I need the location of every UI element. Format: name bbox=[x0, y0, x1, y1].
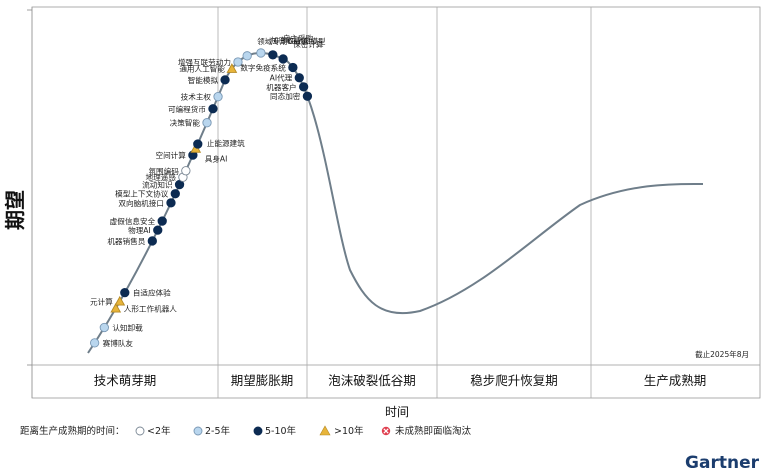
legend-label-obsolete: 未成熟即面临淘汰 bbox=[395, 425, 472, 437]
technology-label: 地理遥感 bbox=[146, 172, 177, 182]
legend-marker-obsolete bbox=[381, 426, 391, 436]
technology-label: 元计算 bbox=[90, 296, 113, 306]
technology-label: 智能模拟 bbox=[188, 75, 219, 85]
plot-frame bbox=[31, 6, 761, 399]
gartner-logo: Gartner bbox=[685, 453, 760, 473]
technology-marker bbox=[193, 139, 203, 149]
legend-marker-5to10 bbox=[253, 426, 263, 436]
technology-label: 赛博队友 bbox=[103, 338, 134, 348]
technology-marker bbox=[298, 82, 309, 92]
technology-label: 模型上下文协议 bbox=[115, 189, 169, 199]
technology-marker bbox=[114, 295, 126, 306]
technology-label: 通用人工智能 bbox=[179, 64, 225, 74]
technology-marker bbox=[242, 51, 252, 61]
technology-label: 决策智能 bbox=[170, 118, 201, 128]
technology-marker bbox=[99, 322, 109, 333]
technology-label: AI代理 bbox=[270, 73, 293, 83]
legend: 距离生产成熟期的时间： <2年 2-5年 5-10年 >10年 未成熟即面临淘汰 bbox=[20, 425, 472, 437]
technology-label: 虚假信息安全 bbox=[110, 216, 156, 226]
legend-title: 距离生产成熟期的时间： bbox=[20, 425, 125, 437]
technology-marker bbox=[153, 225, 163, 235]
legend-label-gt10: >10年 bbox=[334, 425, 364, 437]
technology-marker bbox=[288, 62, 298, 73]
as-of-note: 截止2025年8月 bbox=[695, 349, 749, 359]
technology-label: 氛围编码 bbox=[148, 166, 179, 176]
technology-marker bbox=[89, 338, 100, 348]
legend-label-2to5: 2-5年 bbox=[205, 425, 231, 437]
technology-label: 认知卸载 bbox=[112, 322, 143, 332]
technology-marker bbox=[157, 216, 167, 226]
legend-label-lt2: <2年 bbox=[147, 425, 171, 437]
technology-label: 具身AI bbox=[205, 154, 228, 164]
phase-label-slope: 稳步爬升恢复期 bbox=[470, 373, 558, 388]
technology-label: 技术主权 bbox=[181, 92, 212, 102]
legend-marker-2to5 bbox=[193, 426, 203, 436]
technology-label: 增强互联劳动力 bbox=[178, 57, 231, 67]
technology-label: 空间计算 bbox=[156, 150, 187, 160]
technology-marker bbox=[233, 57, 243, 67]
technology-marker bbox=[170, 189, 180, 199]
phase-label-plateau: 生产成熟期 bbox=[644, 373, 707, 388]
technology-marker bbox=[278, 54, 288, 64]
technology-marker bbox=[213, 92, 223, 102]
technology-label: 物理AI bbox=[128, 225, 151, 235]
technology-label: 止能源建筑 bbox=[207, 138, 245, 148]
technology-label: 自主采购 bbox=[283, 33, 314, 43]
technology-marker bbox=[302, 91, 313, 101]
technology-marker bbox=[202, 118, 212, 128]
technology-marker bbox=[208, 104, 218, 114]
technology-label: 加密敏捷性 bbox=[271, 35, 309, 45]
technology-marker bbox=[294, 73, 304, 83]
phase-label-trigger: 技术萌芽期 bbox=[94, 373, 157, 388]
technology-marker bbox=[120, 287, 130, 298]
y-axis-label: 期望 bbox=[3, 190, 27, 230]
technology-marker bbox=[166, 198, 176, 208]
technology-label: 双向脑机接口 bbox=[118, 198, 164, 208]
phase-label-peak: 期望膨胀期 bbox=[231, 373, 294, 388]
technology-marker bbox=[147, 236, 157, 246]
technology-label: 自适应体验 bbox=[133, 288, 171, 298]
technology-label: 保密计算 bbox=[293, 39, 324, 49]
x-axis-label: 时间 bbox=[385, 405, 409, 419]
technology-marker bbox=[256, 48, 266, 58]
phase-label-trough: 泡沫破裂低谷期 bbox=[328, 373, 416, 388]
technology-marker bbox=[181, 166, 191, 176]
technology-label: 同态加密 bbox=[270, 91, 301, 101]
technology-label: 人形工作机器人 bbox=[124, 303, 178, 313]
technology-label: 数字免疫系统 bbox=[240, 62, 286, 72]
technology-marker bbox=[226, 63, 238, 73]
legend-label-5to10: 5-10年 bbox=[265, 425, 297, 437]
technology-label: 可编程货币 bbox=[168, 104, 206, 114]
technology-marker bbox=[268, 50, 278, 60]
technology-label: 机器销售员 bbox=[107, 236, 145, 246]
technology-label: 领域专用GenAI模型 bbox=[257, 36, 326, 46]
technology-label: 流动知识 bbox=[142, 180, 173, 190]
legend-marker-gt10 bbox=[319, 425, 331, 436]
legend-marker-lt2 bbox=[135, 426, 145, 436]
technology-marker bbox=[220, 75, 230, 85]
technology-label: 机器客户 bbox=[266, 82, 296, 92]
technology-marker bbox=[110, 302, 122, 313]
